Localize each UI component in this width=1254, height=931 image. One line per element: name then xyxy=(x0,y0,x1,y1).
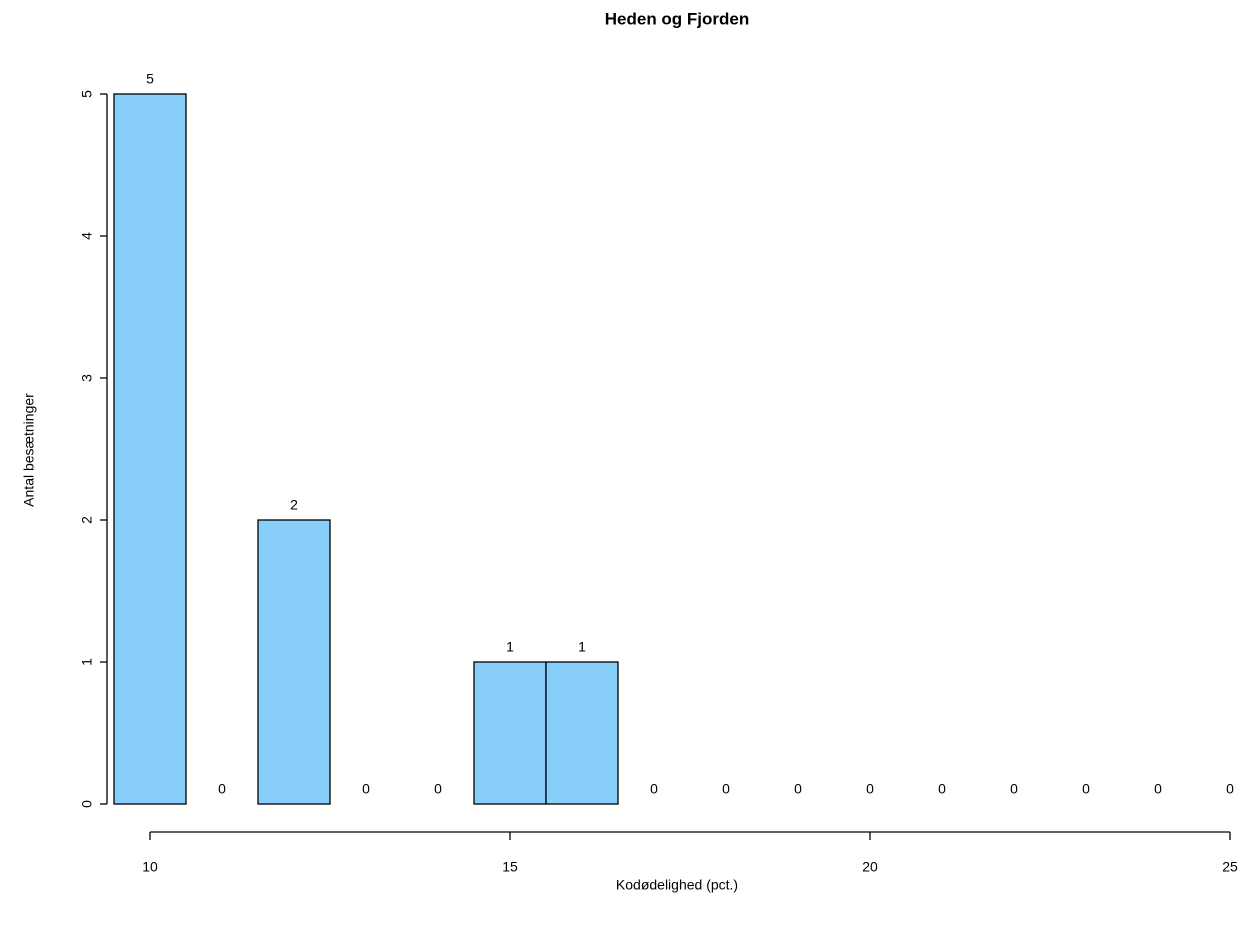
x-tick-label: 25 xyxy=(1222,859,1238,875)
data-label: 0 xyxy=(722,781,730,797)
data-label: 0 xyxy=(1010,781,1018,797)
y-axis-label: Antal besætninger xyxy=(21,393,37,507)
x-tick-label: 15 xyxy=(502,859,518,875)
data-label: 0 xyxy=(866,781,874,797)
y-tick-label: 2 xyxy=(79,516,95,524)
bar xyxy=(473,661,547,805)
y-tick-label: 0 xyxy=(79,800,95,808)
data-label: 2 xyxy=(290,497,298,513)
data-label: 5 xyxy=(146,71,154,87)
x-tick-label: 10 xyxy=(142,859,158,875)
y-tick-label: 1 xyxy=(79,658,95,666)
data-label: 0 xyxy=(218,781,226,797)
data-label: 1 xyxy=(578,639,586,655)
bar xyxy=(257,519,331,805)
data-label: 0 xyxy=(938,781,946,797)
bar xyxy=(545,661,619,805)
data-label: 0 xyxy=(1082,781,1090,797)
y-tick-label: 5 xyxy=(79,90,95,98)
data-label: 0 xyxy=(794,781,802,797)
bar xyxy=(113,93,187,805)
x-axis-label: Kodødelighed (pct.) xyxy=(616,877,738,893)
y-tick-label: 4 xyxy=(79,232,95,240)
data-label: 0 xyxy=(434,781,442,797)
y-tick-label: 3 xyxy=(79,374,95,382)
data-label: 0 xyxy=(650,781,658,797)
data-label: 0 xyxy=(362,781,370,797)
x-tick-label: 20 xyxy=(862,859,878,875)
chart-title: Heden og Fjorden xyxy=(605,9,750,28)
data-label: 0 xyxy=(1226,781,1234,797)
data-label: 1 xyxy=(506,639,514,655)
data-label: 0 xyxy=(1154,781,1162,797)
